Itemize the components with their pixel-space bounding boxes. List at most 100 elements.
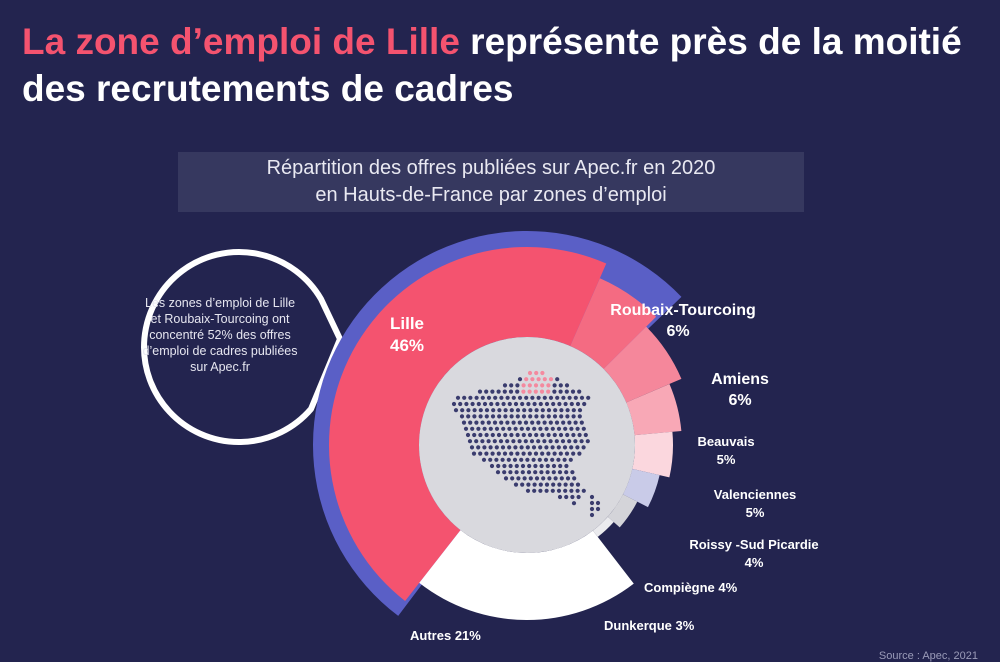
- map-dot: [486, 420, 491, 425]
- map-dot-corsica: [595, 506, 601, 512]
- map-dot: [536, 395, 541, 400]
- map-dot: [486, 439, 491, 444]
- map-dot: [517, 377, 523, 382]
- map-dot: [522, 408, 527, 413]
- map-dot: [577, 389, 582, 394]
- map-dot-hauts-de-france: [546, 389, 551, 394]
- map-dot: [511, 395, 516, 400]
- map-dot: [575, 445, 580, 450]
- map-dot: [476, 445, 481, 450]
- map-dot: [509, 383, 514, 388]
- map-dot: [567, 395, 572, 400]
- map-dot: [551, 470, 556, 475]
- label-roubaix-tourcoing-name: Roubaix-Tourcoing: [610, 302, 756, 319]
- map-dot: [482, 445, 487, 450]
- map-dot: [463, 426, 469, 431]
- chart-subtitle: Répartition des offres publiées sur Apec…: [178, 152, 804, 212]
- map-dot: [525, 488, 531, 493]
- map-dot-hauts-de-france: [533, 383, 539, 388]
- label-lille-name: Lille: [390, 314, 425, 333]
- map-dot: [542, 395, 547, 400]
- map-dot: [536, 439, 541, 444]
- map-dot: [520, 401, 525, 407]
- map-dot: [512, 457, 518, 462]
- map-dot: [523, 439, 528, 444]
- map-dot-hauts-de-france: [521, 389, 526, 394]
- map-dot: [551, 482, 556, 487]
- map-dot: [577, 432, 582, 438]
- map-dot: [511, 439, 516, 444]
- map-dot: [553, 408, 558, 413]
- map-dot: [561, 395, 566, 400]
- pie-slice-lille: [329, 247, 607, 602]
- map-dot: [536, 420, 541, 425]
- chart-subtitle-line-1: Répartition des offres publiées sur Apec…: [266, 157, 716, 179]
- map-dot: [556, 488, 562, 493]
- map-dot: [564, 494, 569, 500]
- map-dot: [538, 401, 543, 407]
- map-dot: [488, 426, 493, 431]
- map-dot: [577, 451, 582, 456]
- map-dot-hauts-de-france: [527, 383, 532, 388]
- map-dot: [527, 451, 532, 456]
- map-dot: [582, 401, 587, 407]
- map-dot: [550, 457, 555, 462]
- map-dot-hauts-de-france: [527, 389, 532, 394]
- map-dot: [538, 482, 543, 487]
- map-dot: [474, 439, 479, 444]
- map-dot: [534, 432, 539, 438]
- chart-subtitle-line-2: en Hauts-de-France par zones d’emploi: [315, 184, 667, 206]
- map-dot: [522, 476, 527, 481]
- map-dot: [517, 420, 522, 425]
- map-dot: [505, 420, 510, 425]
- map-dot: [494, 445, 499, 450]
- map-dot: [581, 426, 586, 431]
- map-dot: [510, 476, 515, 481]
- map-dot: [565, 432, 570, 438]
- map-dot: [546, 451, 551, 456]
- map-dot: [468, 395, 473, 400]
- map-dot: [460, 408, 465, 413]
- map-dot: [467, 439, 473, 444]
- map-dot: [539, 470, 544, 475]
- map-dot: [465, 432, 471, 438]
- map-dot: [556, 445, 561, 450]
- map-dot: [563, 401, 568, 407]
- map-dot-corsica: [595, 500, 601, 506]
- map-dot: [494, 457, 499, 462]
- map-dot: [472, 414, 477, 419]
- map-dot: [502, 451, 508, 456]
- map-dot: [513, 401, 519, 407]
- label-beauvais: Beauvais 5%: [688, 433, 764, 469]
- map-dot: [493, 395, 498, 400]
- map-dot: [571, 414, 576, 419]
- map-dot: [559, 414, 564, 419]
- map-dot: [511, 420, 516, 425]
- map-dot: [585, 439, 590, 444]
- map-dot: [531, 445, 537, 450]
- map-dot-hauts-de-france: [527, 370, 533, 376]
- map-dot: [503, 414, 508, 419]
- map-dot: [533, 451, 539, 456]
- map-dot: [562, 445, 568, 450]
- map-dot: [561, 420, 566, 425]
- map-dot: [531, 457, 536, 462]
- map-dot: [556, 457, 561, 462]
- map-dot: [509, 451, 514, 456]
- map-dot: [503, 432, 508, 438]
- map-dot: [500, 445, 506, 450]
- map-dot: [579, 439, 584, 444]
- map-dot: [573, 395, 578, 400]
- map-dot-hauts-de-france: [530, 377, 535, 382]
- map-dot: [581, 488, 586, 493]
- label-beauvais-value: 5%: [716, 452, 736, 467]
- map-dot-corsica: [589, 494, 595, 500]
- map-dot: [451, 401, 457, 407]
- map-dot: [563, 482, 568, 487]
- map-dot: [550, 426, 555, 431]
- map-dot: [544, 488, 549, 493]
- map-dot: [552, 451, 557, 456]
- map-dot: [486, 395, 492, 400]
- map-dot: [564, 463, 569, 469]
- map-dot: [527, 463, 532, 469]
